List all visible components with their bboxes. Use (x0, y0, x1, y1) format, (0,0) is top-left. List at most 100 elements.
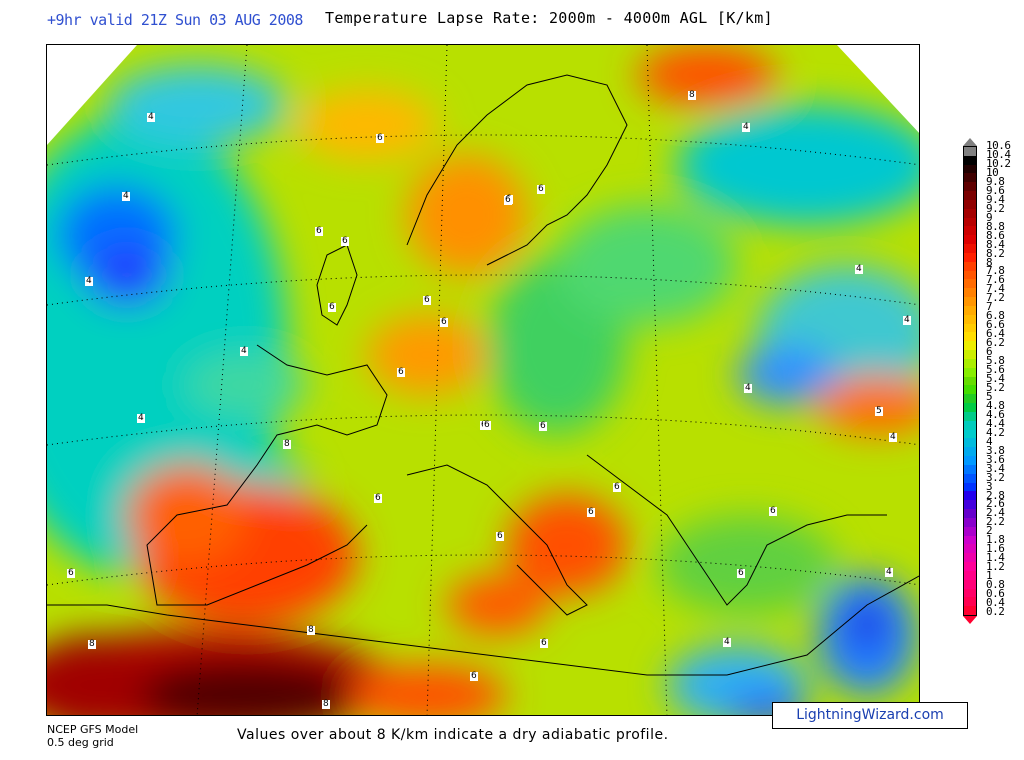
colorbar-swatch (964, 411, 976, 422)
contour-label: 6 (341, 236, 349, 246)
colorbar-label: 2.8 (986, 488, 1005, 502)
model-grid: 0.5 deg grid (47, 736, 114, 749)
contour-label: 6 (397, 367, 405, 377)
colorbar-swatch (964, 235, 976, 245)
colorbar-swatch (964, 535, 976, 545)
colorbar-label: 2.4 (986, 506, 1005, 520)
footer-note: Values over about 8 K/km indicate a dry … (237, 727, 669, 743)
contour-label: 4 (889, 432, 897, 442)
colorbar-label: 6.2 (986, 336, 1005, 350)
colorbar-swatch (964, 482, 976, 492)
contour-label: 6 (737, 568, 745, 578)
contour-label: 8 (88, 639, 96, 649)
contour-label: 4 (723, 637, 731, 647)
colorbar-swatch (964, 394, 976, 404)
colorbar-swatch (964, 279, 976, 289)
colorbar-label: 1 (986, 569, 993, 583)
colorbar-swatch (964, 244, 976, 254)
colorbar-bottom-arrow (963, 616, 977, 624)
colorbar-swatch (964, 252, 976, 263)
colorbar-label: 8.2 (986, 246, 1005, 260)
colorbar-label: 7.4 (986, 282, 1005, 296)
colorbar-swatch (964, 491, 976, 501)
colorbar-swatch (964, 588, 976, 598)
contour-label: 6 (328, 302, 336, 312)
colorbar-label: 1.6 (986, 542, 1005, 556)
colorbar-swatch (964, 447, 976, 457)
colorbar-label: 6 (986, 345, 993, 359)
contour-label: 8 (688, 90, 696, 100)
colorbar-label: 3 (986, 479, 993, 493)
colorbar (963, 146, 977, 616)
colorbar-swatch (964, 261, 976, 272)
colorbar-swatch (964, 199, 976, 210)
contour-label: 6 (587, 507, 595, 517)
colorbar-label: 0.6 (986, 587, 1005, 601)
contour-label: 4 (85, 276, 93, 286)
colorbar-swatch (964, 606, 976, 616)
colorbar-swatch (964, 500, 976, 510)
contour-label: 4 (122, 191, 130, 201)
colorbar-swatch (964, 270, 976, 280)
contour-label: 6 (374, 493, 382, 503)
colorbar-swatch (964, 332, 976, 342)
colorbar-swatch (964, 358, 976, 369)
colorbar-swatch (964, 350, 976, 360)
brand-logo[interactable]: LightningWizard.com (772, 702, 968, 729)
colorbar-swatch (964, 376, 976, 386)
colorbar-swatch (964, 314, 976, 325)
colorbar-label: 2.2 (986, 515, 1005, 529)
colorbar-swatch (964, 429, 976, 439)
colorbar-label: 6.6 (986, 318, 1005, 332)
colorbar-label: 9 (986, 210, 993, 224)
colorbar-label: 9.2 (986, 201, 1005, 215)
projection-mask-left (47, 45, 137, 145)
contour-label: 6 (769, 506, 777, 516)
colorbar-swatch (964, 297, 976, 307)
colorbar-swatch (964, 597, 976, 607)
contour-label: 6 (440, 317, 448, 327)
colorbar-label: 9.6 (986, 183, 1005, 197)
colorbar-swatch (964, 305, 976, 316)
colorbar-swatch (964, 164, 976, 174)
contour-label: 4 (137, 413, 145, 423)
contour-label: 4 (885, 567, 893, 577)
colorbar-swatch (964, 579, 976, 589)
colorbar-label: 5.4 (986, 372, 1005, 386)
contour-label: 5 (875, 406, 883, 416)
contour-label: 8 (322, 699, 330, 709)
contour-label: 4 (240, 346, 248, 356)
contour-label: 4 (744, 383, 752, 393)
colorbar-swatch (964, 385, 976, 395)
contour-label: 6 (423, 295, 431, 305)
graticule (47, 45, 919, 715)
colorbar-swatch (964, 147, 976, 157)
colorbar-swatch (964, 155, 976, 166)
colorbar-label: 4.2 (986, 425, 1005, 439)
colorbar-swatch (964, 544, 976, 554)
contour-label: 6 (376, 133, 384, 143)
contour-label: 6 (537, 184, 545, 194)
colorbar-swatch (964, 562, 976, 572)
colorbar-swatch (964, 173, 976, 183)
colorbar-swatch (964, 323, 976, 333)
model-name: NCEP GFS Model (47, 723, 139, 736)
colorbar-label: 8.4 (986, 237, 1005, 251)
colorbar-label: 10 (986, 165, 999, 179)
colorbar-label: 3.6 (986, 452, 1005, 466)
contour-label: 4 (903, 315, 911, 325)
colorbar-label: 5 (986, 389, 993, 403)
colorbar-top-arrow (963, 138, 977, 146)
colorbar-label: 7.6 (986, 273, 1005, 287)
colorbar-label: 0.8 (986, 578, 1005, 592)
colorbar-label: 8 (986, 255, 993, 269)
colorbar-swatch (964, 553, 976, 563)
colorbar-swatch (964, 438, 976, 448)
colorbar-swatch (964, 341, 976, 351)
colorbar-swatch (964, 570, 976, 581)
colorbar-label: 5.6 (986, 363, 1005, 377)
colorbar-label: 0.4 (986, 596, 1005, 610)
coastlines (47, 74, 919, 676)
colorbar-label: 3.8 (986, 443, 1005, 457)
contour-label: 6 (496, 531, 504, 541)
